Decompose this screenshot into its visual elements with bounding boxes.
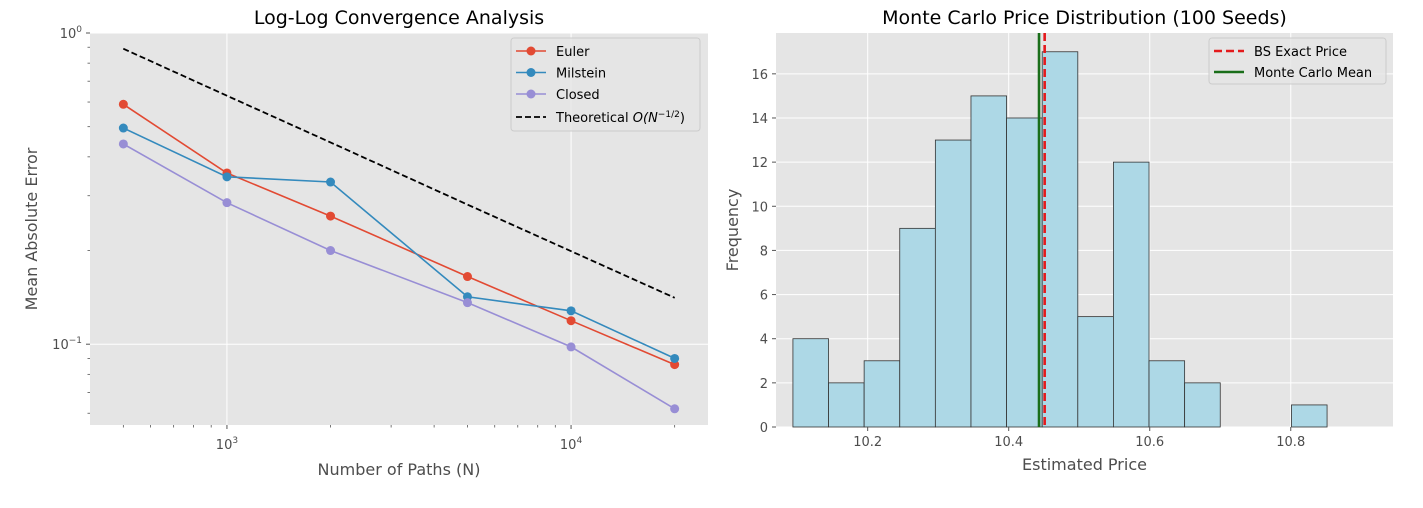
series-line <box>122 143 676 410</box>
y-tick-label: 10−1 <box>52 336 82 353</box>
x-axis-label: Estimated Price <box>1022 455 1147 474</box>
data-point <box>462 298 472 308</box>
data-point <box>462 272 472 282</box>
data-point <box>670 404 680 414</box>
data-point <box>326 177 336 187</box>
legend-marker <box>526 89 536 99</box>
x-tick-label: 10.2 <box>853 435 882 450</box>
legend-label: Milstein <box>556 67 606 82</box>
y-axis-label: Frequency <box>723 189 742 272</box>
series-line <box>122 103 676 366</box>
chart-title: Monte Carlo Price Distribution (100 Seed… <box>882 7 1287 29</box>
data-point <box>326 246 336 256</box>
legend-label: BS Exact Price <box>1254 45 1347 60</box>
histogram-bar <box>1113 161 1150 428</box>
x-tick-label: 10.8 <box>1276 435 1305 450</box>
y-tick-label: 12 <box>751 156 768 171</box>
histogram-bar <box>1041 51 1079 428</box>
convergence-chart: 103 104 100 10−1 Log-Log Convergence Analysi… <box>22 7 708 479</box>
x-tick-label: 103 <box>216 436 238 453</box>
histogram-bar <box>1291 404 1328 428</box>
series-line <box>122 127 676 360</box>
y-tick-label: 6 <box>760 289 768 304</box>
y-tick-label: 14 <box>751 112 768 127</box>
x-axis-label: Number of Paths (N) <box>318 460 481 479</box>
legend-label: Monte Carlo Mean <box>1254 66 1372 81</box>
data-point <box>566 306 576 316</box>
data-point <box>326 211 336 221</box>
legend: BS Exact Price Monte Carlo Mean <box>1208 37 1387 85</box>
histogram-bar <box>970 95 1007 428</box>
histogram-bar <box>934 139 972 428</box>
y-tick-label: 8 <box>760 244 768 259</box>
histogram-bar <box>899 227 936 428</box>
price-distribution-chart: 10.2 10.4 10.6 10.8 0 2 4 6 8 10 12 14 16 Monte Carlo… <box>723 7 1393 474</box>
data-point <box>566 342 576 352</box>
legend-marker <box>526 46 536 56</box>
legend-box <box>1208 37 1387 85</box>
chart-title: Log-Log Convergence Analysis <box>254 7 544 29</box>
legend: Euler Milstein Closed Theoretical O(N−1/2) <box>510 37 701 132</box>
data-point <box>118 99 128 109</box>
legend-marker <box>526 68 536 77</box>
histogram-bar <box>1077 316 1114 428</box>
y-tick-label: 10 <box>751 200 768 215</box>
legend-label: Euler <box>556 45 590 60</box>
data-point <box>566 316 576 326</box>
x-tick-label: 10.6 <box>1135 435 1164 450</box>
histogram-bar <box>1006 117 1043 428</box>
data-point <box>118 123 128 133</box>
x-tick-label: 104 <box>560 436 583 453</box>
data-point <box>222 198 232 208</box>
data-point <box>118 139 128 149</box>
y-tick-label: 2 <box>760 377 768 392</box>
legend-label: Closed <box>556 88 600 103</box>
data-point <box>222 172 232 182</box>
histogram-bar <box>792 338 829 428</box>
histogram-bar <box>1148 360 1186 428</box>
y-tick-label: 100 <box>60 25 83 42</box>
legend-label: Theoretical O(N−1/2) <box>555 110 685 126</box>
legend-box <box>510 37 701 132</box>
y-axis-label: Mean Absolute Error <box>22 147 41 310</box>
y-tick-label: 0 <box>760 421 768 436</box>
data-point <box>670 353 680 363</box>
histogram-bar <box>863 360 901 428</box>
x-tick-label: 10.4 <box>994 435 1023 450</box>
y-tick-label: 4 <box>760 333 768 348</box>
series-line <box>122 47 676 299</box>
y-tick-label: 16 <box>751 68 768 83</box>
histogram-bar <box>828 382 865 428</box>
histogram-bar <box>1184 382 1221 428</box>
